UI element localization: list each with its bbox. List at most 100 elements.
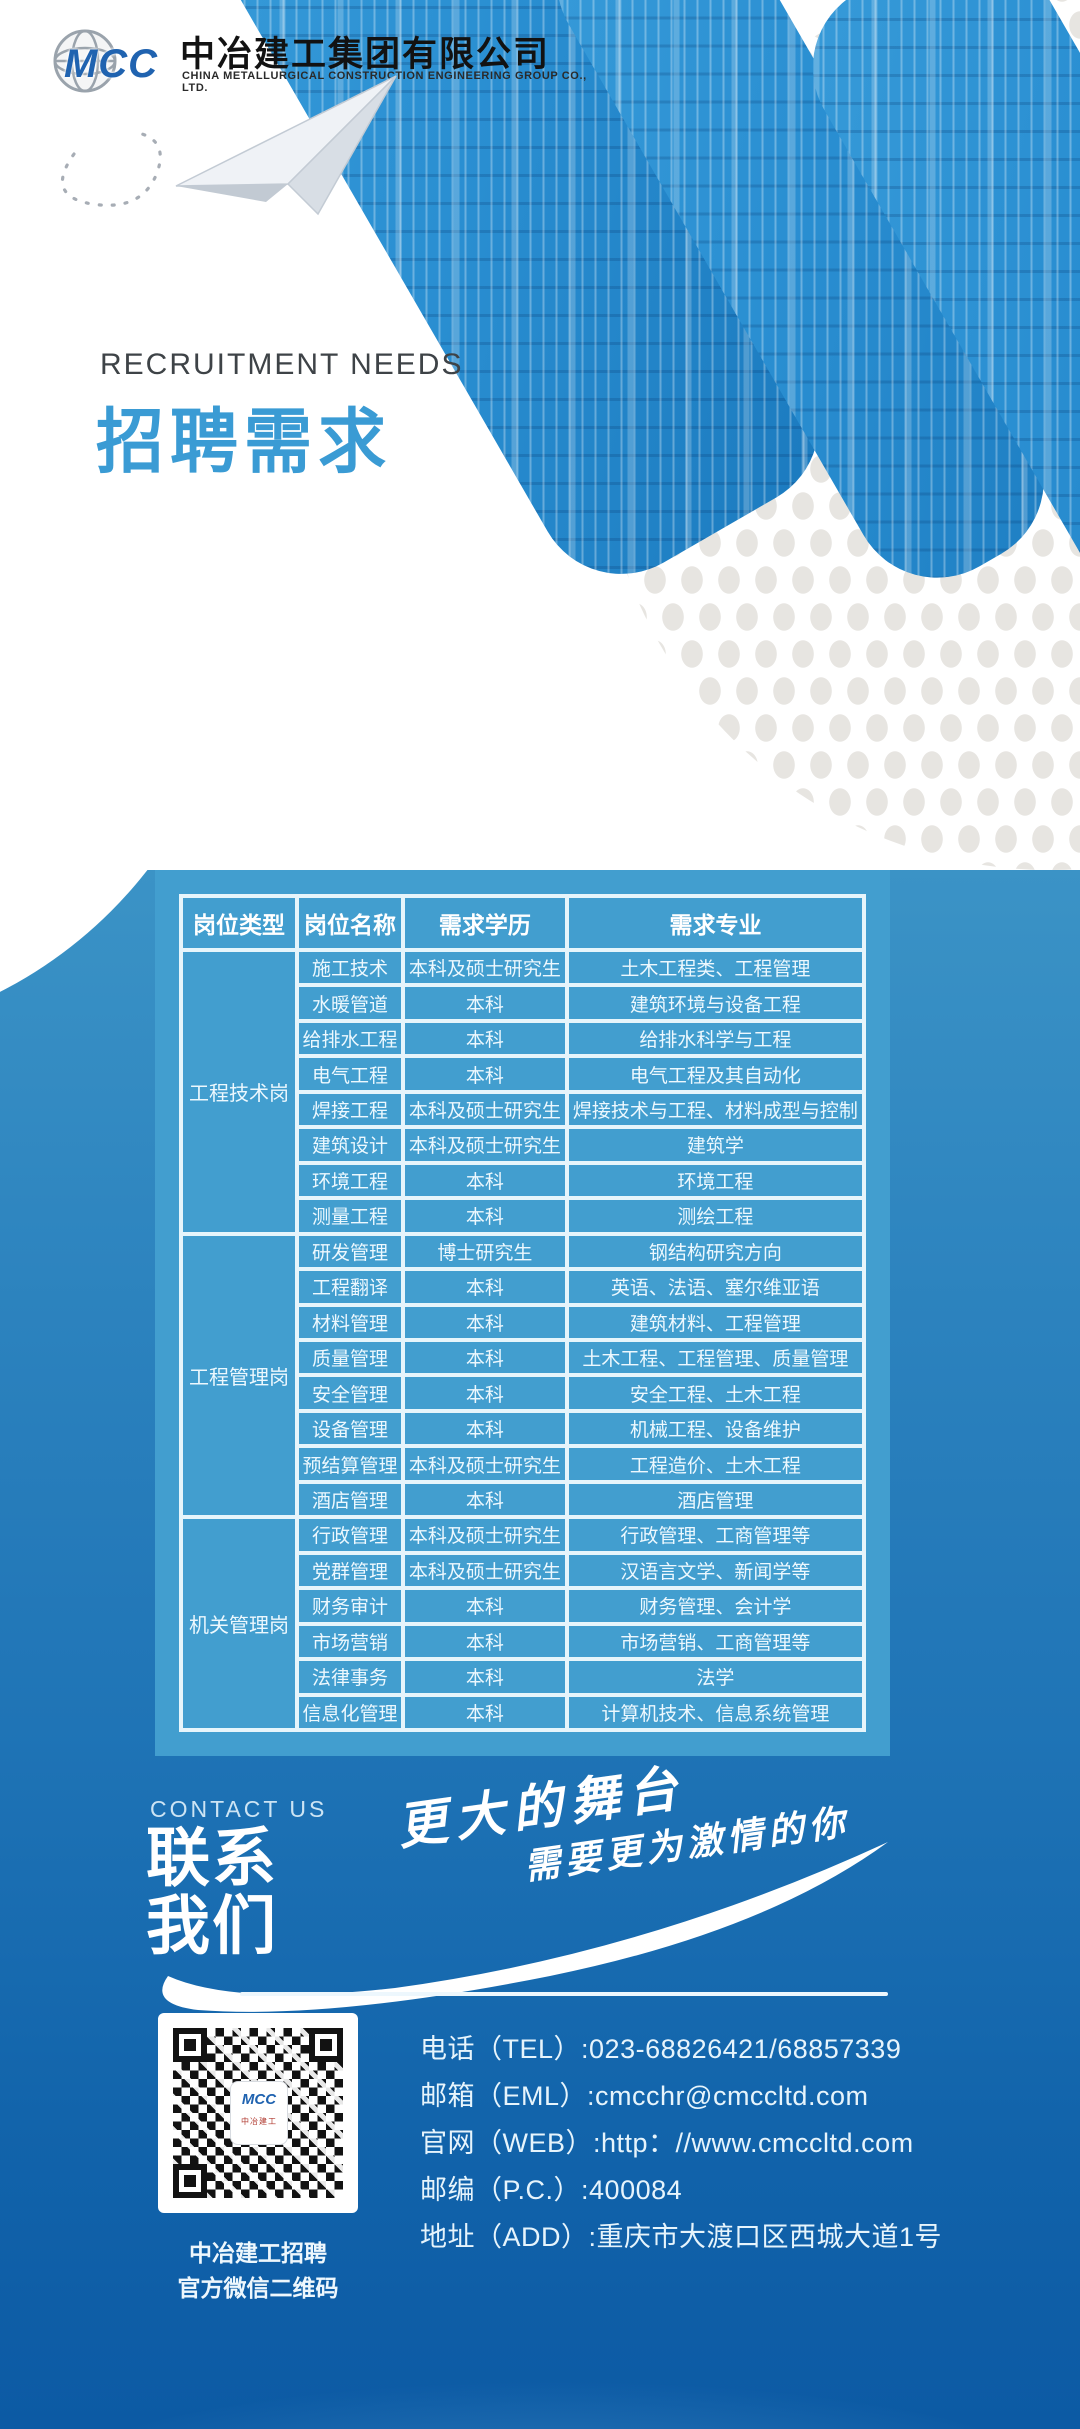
job-name-cell: 水暖管道 [295,983,405,1023]
major-cell: 汉语言文学、新闻学等 [564,1550,867,1591]
job-name-cell: 给排水工程 [295,1018,405,1059]
contact-item: 邮箱（EML）:cmcchr@cmccltd.com [420,2081,869,2111]
education-cell: 本科 [400,983,569,1023]
job-name-cell: 设备管理 [295,1408,405,1449]
qr-center-logo: MCC 中冶建工 [230,2081,288,2145]
table-row: 酒店管理 本科 酒店管理 [181,1479,867,1520]
education-cell: 本科 [400,1018,569,1059]
contact-title-zh: 联系 我们 [146,1824,278,1960]
job-name-cell: 安全管理 [295,1373,405,1413]
contact-item: 电话（TEL）:023-68826421/68857339 [420,2034,902,2064]
education-cell: 本科 [400,1657,569,1697]
major-cell: 土木工程、工程管理、质量管理 [564,1337,867,1378]
education-cell: 本科 [400,1160,569,1201]
contact-item: 地址（ADD）:重庆市大渡口区西城大道1号 [420,2222,943,2252]
header-education: 需求学历 [400,894,569,952]
header-major: 需求专业 [564,894,867,952]
education-cell: 本科及硕士研究生 [400,947,569,988]
table-row: 工程翻译 本科 英语、法语、塞尔维亚语 [181,1267,867,1307]
major-cell: 测绘工程 [564,1196,867,1236]
jobs-table: 岗位类型 岗位名称 需求学历 需求专业 工程技术岗 施工技术 本科及硕士研究生 土木工… [178,894,867,1733]
contact-label-en: CONTACT US [150,1796,328,1822]
job-name-cell: 环境工程 [295,1160,405,1201]
major-cell: 计算机技术、信息系统管理 [564,1692,867,1733]
job-name-cell: 施工技术 [295,947,405,988]
table-row: 给排水工程 本科 给排水科学与工程 [181,1018,867,1059]
table-row: 焊接工程 本科及硕士研究生 焊接技术与工程、材料成型与控制 [181,1089,867,1130]
job-name-cell: 研发管理 [295,1231,405,1272]
major-cell: 给排水科学与工程 [564,1018,867,1059]
qr-finder-icon [173,2028,207,2062]
job-name-cell: 建筑设计 [295,1125,405,1165]
category-cell: 工程技术岗 [178,948,300,1236]
education-cell: 本科 [400,1479,569,1520]
table-row: 设备管理 本科 机械工程、设备维护 [181,1408,867,1449]
education-cell: 本科 [400,1302,569,1343]
major-cell: 钢结构研究方向 [564,1231,867,1272]
major-cell: 工程造价、土木工程 [564,1444,867,1484]
table-header-row: 岗位类型 岗位名称 需求学历 需求专业 [178,894,867,952]
education-cell: 本科及硕士研究生 [400,1444,569,1484]
table-row: 工程管理岗 研发管理 博士研究生 钢结构研究方向 [178,1231,867,1520]
table-row: 电气工程 本科 电气工程及其自动化 [181,1054,867,1094]
major-cell: 环境工程 [564,1160,867,1201]
table-row: 材料管理 本科 建筑材料、工程管理 [181,1302,867,1343]
education-cell: 本科 [400,1373,569,1413]
company-name-zh: 中冶建工集团有限公司 [180,35,551,74]
major-cell: 安全工程、土木工程 [564,1373,867,1413]
job-name-cell: 测量工程 [295,1196,405,1236]
job-name-cell: 市场营销 [295,1621,405,1662]
table-row: 机关管理岗 行政管理 本科及硕士研究生 行政管理、工商管理等 [178,1515,867,1732]
major-cell: 机械工程、设备维护 [564,1408,867,1449]
job-name-cell: 行政管理 [295,1515,405,1555]
contact-item: 邮编（P.C.）:400084 [420,2175,683,2205]
contact-item: 官网（WEB）:http：//www.cmccltd.com [420,2128,914,2158]
job-name-cell: 党群管理 [295,1550,405,1591]
table-row: 财务审计 本科 财务管理、会计学 [181,1586,867,1626]
table-row: 建筑设计 本科及硕士研究生 建筑学 [181,1125,867,1165]
major-cell: 英语、法语、塞尔维亚语 [564,1267,867,1307]
education-cell: 本科及硕士研究生 [400,1515,569,1555]
table-row: 安全管理 本科 安全工程、土木工程 [181,1373,867,1413]
major-cell: 焊接技术与工程、材料成型与控制 [564,1089,867,1130]
jobs-table-panel: 岗位类型 岗位名称 需求学历 需求专业 工程技术岗 施工技术 本科及硕士研究生 土木工… [155,870,890,1756]
table-row: 测量工程 本科 测绘工程 [181,1196,867,1236]
contact-list: 电话（TEL）:023-68826421/68857339 邮箱（EML）:cmc… [420,2026,1040,2261]
table-row: 法律事务 本科 法学 [181,1657,867,1697]
table-row: 信息化管理 本科 计算机技术、信息系统管理 [181,1692,867,1733]
education-cell: 本科 [400,1408,569,1449]
contact-title-line1: 联系 [146,1822,278,1894]
major-cell: 财务管理、会计学 [564,1586,867,1626]
qr-finder-icon [309,2028,343,2062]
education-cell: 本科 [400,1337,569,1378]
category-cell: 机关管理岗 [178,1515,300,1732]
education-cell: 本科 [400,1692,569,1733]
table-row: 预结算管理 本科及硕士研究生 工程造价、土木工程 [181,1444,867,1484]
education-cell: 本科 [400,1586,569,1626]
job-name-cell: 酒店管理 [295,1479,405,1520]
table-row: 水暖管道 本科 建筑环境与设备工程 [181,983,867,1023]
table-row: 党群管理 本科及硕士研究生 汉语言文学、新闻学等 [181,1550,867,1591]
major-cell: 法学 [564,1657,867,1697]
job-name-cell: 焊接工程 [295,1089,405,1130]
job-name-cell: 电气工程 [295,1054,405,1094]
header-job-type: 岗位类型 [178,894,300,952]
education-cell: 本科 [400,1196,569,1236]
major-cell: 电气工程及其自动化 [564,1054,867,1094]
qr-pattern: MCC 中冶建工 [173,2028,343,2198]
qr-logo-sub: 中冶建工 [241,2117,277,2126]
qr-logo-mcc: MCC [241,2091,277,2108]
education-cell: 本科及硕士研究生 [400,1550,569,1591]
table-row: 环境工程 本科 环境工程 [181,1160,867,1201]
job-name-cell: 材料管理 [295,1302,405,1343]
company-logo: MCC 中冶建工集团有限公司 CHINA METALLURGICAL CONST… [52,26,612,104]
education-cell: 本科及硕士研究生 [400,1125,569,1165]
recruitment-subtitle-en: RECRUITMENT NEEDS [100,348,464,381]
major-cell: 土木工程类、工程管理 [564,947,867,988]
table-row: 市场营销 本科 市场营销、工商管理等 [181,1621,867,1662]
globe-icon [53,29,117,93]
job-name-cell: 预结算管理 [295,1444,405,1484]
recruitment-title-zh: 招聘需求 [96,402,393,482]
major-cell: 建筑材料、工程管理 [564,1302,867,1343]
